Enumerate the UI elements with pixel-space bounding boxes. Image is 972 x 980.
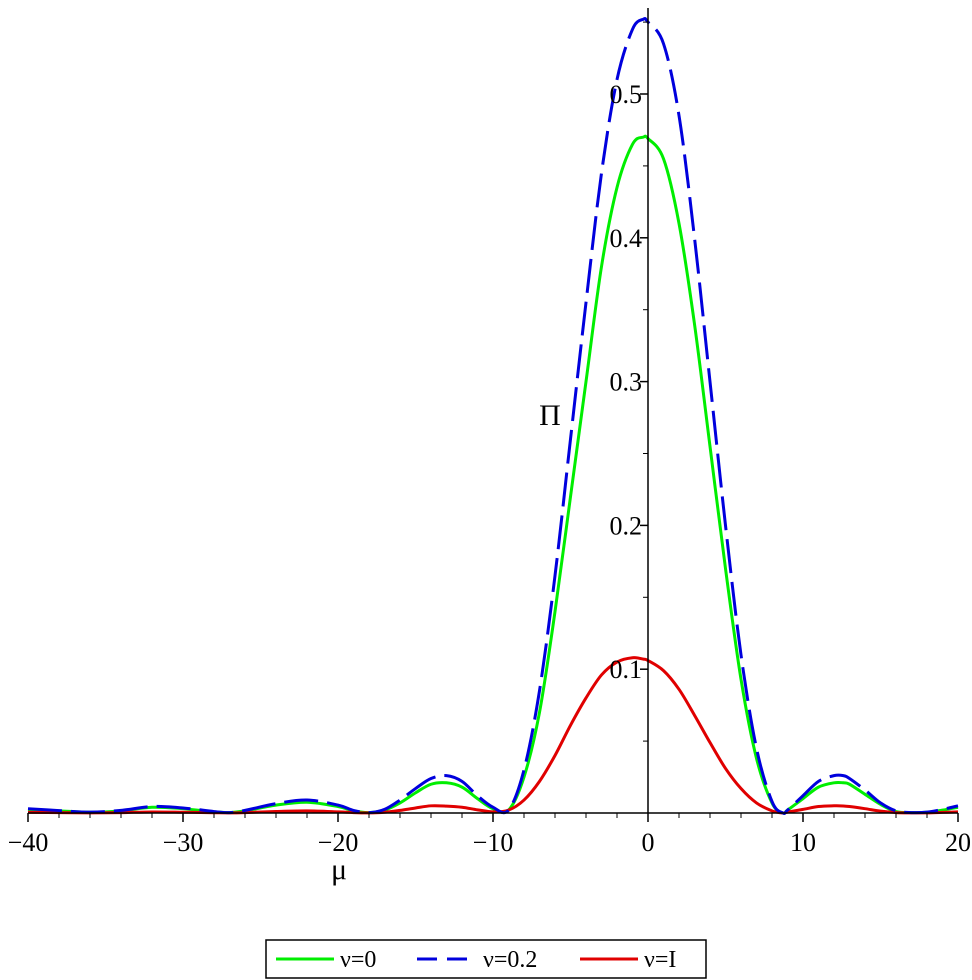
- x-tick-label: −10: [473, 828, 514, 857]
- x-tick-label: 10: [790, 828, 816, 857]
- y-tick-label: 0.1: [610, 655, 643, 684]
- axes-layer: [28, 8, 958, 814]
- series-line-nu-I: [27, 656, 959, 815]
- series-line-nu-0.2: [27, 17, 959, 816]
- y-tick-label: 0.4: [610, 224, 643, 253]
- legend-label-vI: ν=I: [644, 947, 676, 973]
- x-tick-label: −40: [8, 828, 49, 857]
- x-tick-label: −20: [318, 828, 359, 857]
- legend: ν=0 ν=0.2 ν=I: [265, 939, 707, 979]
- legend-label-v0: ν=0: [340, 947, 376, 973]
- x-tick-label: −30: [163, 828, 204, 857]
- x-tick-label: 0: [642, 828, 655, 857]
- y-axis-label: Π: [539, 399, 561, 432]
- y-tick-label: 0.3: [610, 368, 643, 397]
- series-line-nu-0: [27, 134, 959, 815]
- y-tick-label: 0.5: [610, 80, 643, 109]
- ticks-layer: −40 −30 −20 −10 0 10 20 0.1 0.2 0.3 0.4 0.5: [8, 21, 971, 857]
- y-tick-label: 0.2: [610, 511, 643, 540]
- series-layer: [27, 17, 959, 816]
- labels-layer: μ Π: [331, 399, 561, 886]
- x-axis-label: μ: [331, 853, 347, 886]
- x-tick-label: 20: [945, 828, 971, 857]
- legend-label-v02: ν=0.2: [483, 947, 537, 973]
